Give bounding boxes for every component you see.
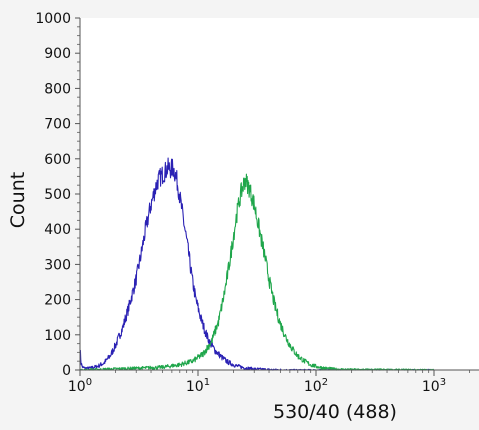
y-tick-label: 900 bbox=[44, 46, 71, 62]
y-tick-label: 200 bbox=[44, 293, 71, 309]
y-tick-label: 400 bbox=[44, 222, 71, 238]
x-axis-label: 530/40 (488) bbox=[273, 401, 397, 423]
y-tick-label: 100 bbox=[44, 328, 71, 344]
x-tick-label: 101 bbox=[186, 377, 210, 395]
y-axis-ticks: 0 100 200 300 400 500 600 700 800 900 1000 bbox=[35, 11, 80, 379]
y-tick-label: 300 bbox=[44, 257, 71, 273]
y-axis-label: Count bbox=[7, 172, 29, 228]
x-tick-label: 100 bbox=[68, 377, 92, 395]
x-tick-label: 103 bbox=[422, 377, 446, 395]
y-tick-label: 0 bbox=[62, 363, 71, 379]
y-tick-label: 600 bbox=[44, 152, 71, 168]
x-tick-label: 102 bbox=[304, 377, 328, 395]
y-tick-label: 1000 bbox=[35, 11, 71, 27]
y-tick-label: 500 bbox=[44, 187, 71, 203]
y-tick-label: 800 bbox=[44, 81, 71, 97]
plot-area bbox=[80, 18, 479, 370]
x-axis-ticks: 100 101 102 103 bbox=[68, 370, 471, 395]
y-tick-label: 700 bbox=[44, 117, 71, 133]
